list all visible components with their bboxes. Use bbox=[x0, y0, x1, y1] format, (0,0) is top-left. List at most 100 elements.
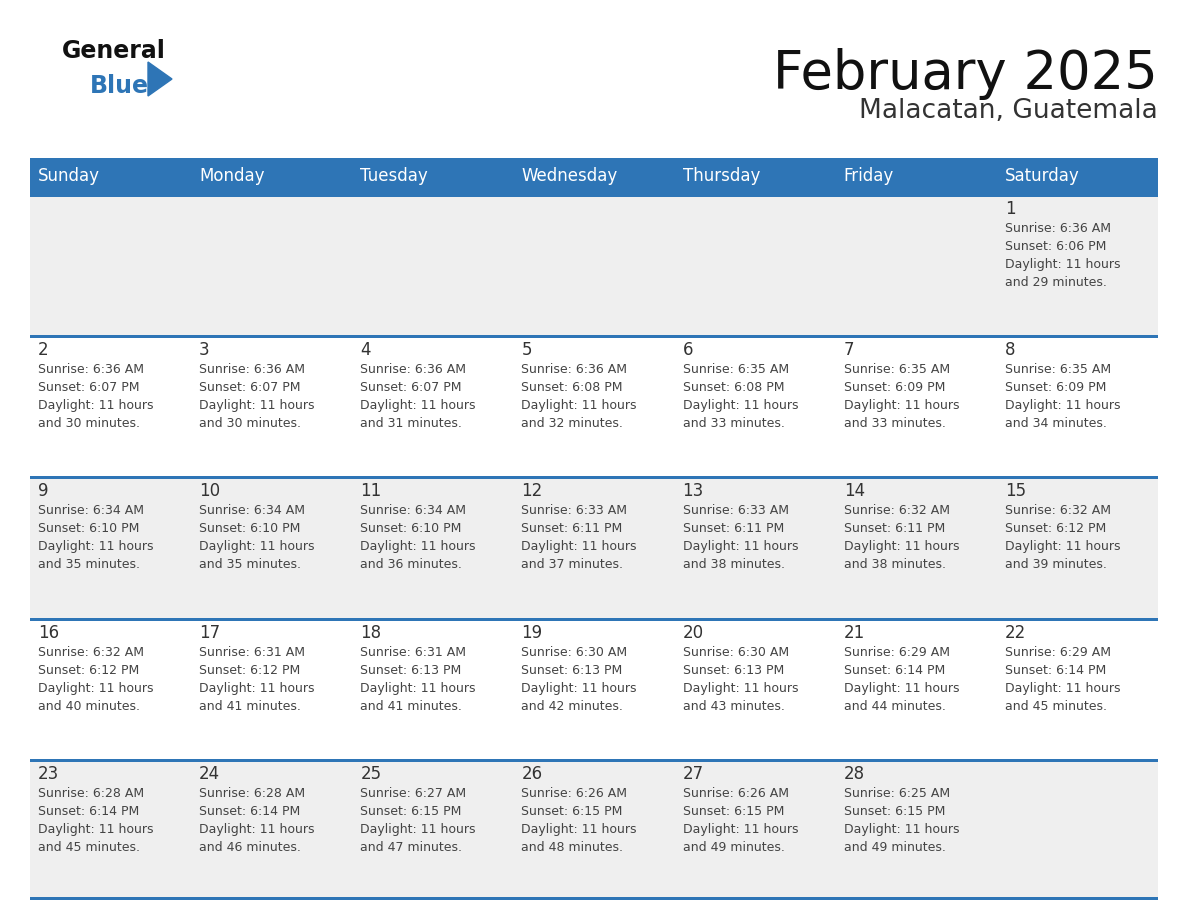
Text: Daylight: 11 hours: Daylight: 11 hours bbox=[360, 399, 475, 412]
Text: Sunset: 6:10 PM: Sunset: 6:10 PM bbox=[38, 522, 139, 535]
Text: Sunset: 6:07 PM: Sunset: 6:07 PM bbox=[360, 381, 462, 394]
Text: and 36 minutes.: and 36 minutes. bbox=[360, 558, 462, 571]
Text: Sunrise: 6:30 AM: Sunrise: 6:30 AM bbox=[522, 645, 627, 658]
Text: 1: 1 bbox=[1005, 200, 1016, 218]
Text: Daylight: 11 hours: Daylight: 11 hours bbox=[360, 541, 475, 554]
Text: Sunset: 6:09 PM: Sunset: 6:09 PM bbox=[843, 381, 946, 394]
Bar bbox=[30, 335, 1158, 338]
Text: Sunset: 6:14 PM: Sunset: 6:14 PM bbox=[200, 805, 301, 818]
Text: 7: 7 bbox=[843, 341, 854, 359]
Text: and 35 minutes.: and 35 minutes. bbox=[38, 558, 140, 571]
Text: Sunrise: 6:25 AM: Sunrise: 6:25 AM bbox=[843, 787, 950, 800]
Text: Daylight: 11 hours: Daylight: 11 hours bbox=[683, 399, 798, 412]
Text: 22: 22 bbox=[1005, 623, 1026, 642]
Text: and 45 minutes.: and 45 minutes. bbox=[38, 841, 140, 854]
Bar bbox=[30, 618, 1158, 621]
Text: 6: 6 bbox=[683, 341, 693, 359]
Text: Sunset: 6:11 PM: Sunset: 6:11 PM bbox=[522, 522, 623, 535]
Text: Sunset: 6:11 PM: Sunset: 6:11 PM bbox=[843, 522, 944, 535]
Text: Sunrise: 6:34 AM: Sunrise: 6:34 AM bbox=[360, 504, 466, 518]
Text: 5: 5 bbox=[522, 341, 532, 359]
Text: and 41 minutes.: and 41 minutes. bbox=[360, 700, 462, 712]
Text: and 30 minutes.: and 30 minutes. bbox=[200, 417, 301, 431]
Text: and 37 minutes.: and 37 minutes. bbox=[522, 558, 624, 571]
Text: Sunset: 6:06 PM: Sunset: 6:06 PM bbox=[1005, 240, 1106, 253]
Text: Sunrise: 6:33 AM: Sunrise: 6:33 AM bbox=[522, 504, 627, 518]
Text: 10: 10 bbox=[200, 482, 220, 500]
Text: 3: 3 bbox=[200, 341, 210, 359]
Text: and 49 minutes.: and 49 minutes. bbox=[843, 841, 946, 854]
Text: Sunrise: 6:36 AM: Sunrise: 6:36 AM bbox=[522, 364, 627, 376]
Text: Daylight: 11 hours: Daylight: 11 hours bbox=[38, 681, 153, 695]
Bar bbox=[30, 759, 1158, 900]
Text: Daylight: 11 hours: Daylight: 11 hours bbox=[683, 681, 798, 695]
Text: Daylight: 11 hours: Daylight: 11 hours bbox=[843, 541, 959, 554]
Text: 26: 26 bbox=[522, 765, 543, 783]
Text: Sunrise: 6:34 AM: Sunrise: 6:34 AM bbox=[200, 504, 305, 518]
Text: and 33 minutes.: and 33 minutes. bbox=[683, 417, 784, 431]
Text: Sunset: 6:14 PM: Sunset: 6:14 PM bbox=[38, 805, 139, 818]
Text: 19: 19 bbox=[522, 623, 543, 642]
Polygon shape bbox=[148, 62, 172, 96]
Text: 4: 4 bbox=[360, 341, 371, 359]
Text: Daylight: 11 hours: Daylight: 11 hours bbox=[522, 399, 637, 412]
Text: and 31 minutes.: and 31 minutes. bbox=[360, 417, 462, 431]
Text: and 34 minutes.: and 34 minutes. bbox=[1005, 417, 1107, 431]
Text: Daylight: 11 hours: Daylight: 11 hours bbox=[683, 541, 798, 554]
Text: Sunset: 6:13 PM: Sunset: 6:13 PM bbox=[683, 664, 784, 677]
Text: Sunrise: 6:35 AM: Sunrise: 6:35 AM bbox=[1005, 364, 1111, 376]
Text: Daylight: 11 hours: Daylight: 11 hours bbox=[522, 541, 637, 554]
Text: Sunrise: 6:36 AM: Sunrise: 6:36 AM bbox=[200, 364, 305, 376]
Text: 12: 12 bbox=[522, 482, 543, 500]
Text: Sunset: 6:07 PM: Sunset: 6:07 PM bbox=[200, 381, 301, 394]
Text: Saturday: Saturday bbox=[1005, 167, 1080, 185]
Text: Daylight: 11 hours: Daylight: 11 hours bbox=[843, 681, 959, 695]
Text: Sunrise: 6:31 AM: Sunrise: 6:31 AM bbox=[360, 645, 466, 658]
Text: Daylight: 11 hours: Daylight: 11 hours bbox=[843, 823, 959, 835]
Text: Daylight: 11 hours: Daylight: 11 hours bbox=[1005, 258, 1120, 271]
Text: Sunrise: 6:30 AM: Sunrise: 6:30 AM bbox=[683, 645, 789, 658]
Text: Sunrise: 6:34 AM: Sunrise: 6:34 AM bbox=[38, 504, 144, 518]
Text: Sunrise: 6:33 AM: Sunrise: 6:33 AM bbox=[683, 504, 789, 518]
Text: Sunrise: 6:26 AM: Sunrise: 6:26 AM bbox=[522, 787, 627, 800]
Text: Daylight: 11 hours: Daylight: 11 hours bbox=[522, 681, 637, 695]
Text: Sunset: 6:08 PM: Sunset: 6:08 PM bbox=[522, 381, 623, 394]
Text: Daylight: 11 hours: Daylight: 11 hours bbox=[1005, 681, 1120, 695]
Text: Sunset: 6:13 PM: Sunset: 6:13 PM bbox=[522, 664, 623, 677]
Text: and 35 minutes.: and 35 minutes. bbox=[200, 558, 301, 571]
Text: Daylight: 11 hours: Daylight: 11 hours bbox=[1005, 541, 1120, 554]
Text: Daylight: 11 hours: Daylight: 11 hours bbox=[360, 681, 475, 695]
Text: Sunset: 6:10 PM: Sunset: 6:10 PM bbox=[200, 522, 301, 535]
Bar bbox=[30, 194, 1158, 335]
Bar bbox=[30, 158, 1158, 194]
Text: Daylight: 11 hours: Daylight: 11 hours bbox=[200, 681, 315, 695]
Bar bbox=[30, 194, 1158, 197]
Text: and 48 minutes.: and 48 minutes. bbox=[522, 841, 624, 854]
Bar bbox=[30, 897, 1158, 900]
Text: General: General bbox=[62, 39, 166, 63]
Text: and 29 minutes.: and 29 minutes. bbox=[1005, 276, 1107, 289]
Text: Sunset: 6:08 PM: Sunset: 6:08 PM bbox=[683, 381, 784, 394]
Text: 11: 11 bbox=[360, 482, 381, 500]
Text: 16: 16 bbox=[38, 623, 59, 642]
Text: Daylight: 11 hours: Daylight: 11 hours bbox=[843, 399, 959, 412]
Text: Malacatan, Guatemala: Malacatan, Guatemala bbox=[859, 98, 1158, 124]
Text: 24: 24 bbox=[200, 765, 220, 783]
Text: and 38 minutes.: and 38 minutes. bbox=[683, 558, 784, 571]
Text: 28: 28 bbox=[843, 765, 865, 783]
Text: and 42 minutes.: and 42 minutes. bbox=[522, 700, 624, 712]
Text: Sunrise: 6:28 AM: Sunrise: 6:28 AM bbox=[38, 787, 144, 800]
Text: Daylight: 11 hours: Daylight: 11 hours bbox=[522, 823, 637, 835]
Text: 21: 21 bbox=[843, 623, 865, 642]
Text: Sunrise: 6:29 AM: Sunrise: 6:29 AM bbox=[1005, 645, 1111, 658]
Text: and 33 minutes.: and 33 minutes. bbox=[843, 417, 946, 431]
Text: Sunrise: 6:32 AM: Sunrise: 6:32 AM bbox=[843, 504, 949, 518]
Text: Sunrise: 6:31 AM: Sunrise: 6:31 AM bbox=[200, 645, 305, 658]
Text: Daylight: 11 hours: Daylight: 11 hours bbox=[200, 823, 315, 835]
Text: Sunrise: 6:27 AM: Sunrise: 6:27 AM bbox=[360, 787, 467, 800]
Text: Sunset: 6:15 PM: Sunset: 6:15 PM bbox=[683, 805, 784, 818]
Text: and 44 minutes.: and 44 minutes. bbox=[843, 700, 946, 712]
Text: Sunrise: 6:35 AM: Sunrise: 6:35 AM bbox=[683, 364, 789, 376]
Text: 8: 8 bbox=[1005, 341, 1016, 359]
Text: Daylight: 11 hours: Daylight: 11 hours bbox=[200, 541, 315, 554]
